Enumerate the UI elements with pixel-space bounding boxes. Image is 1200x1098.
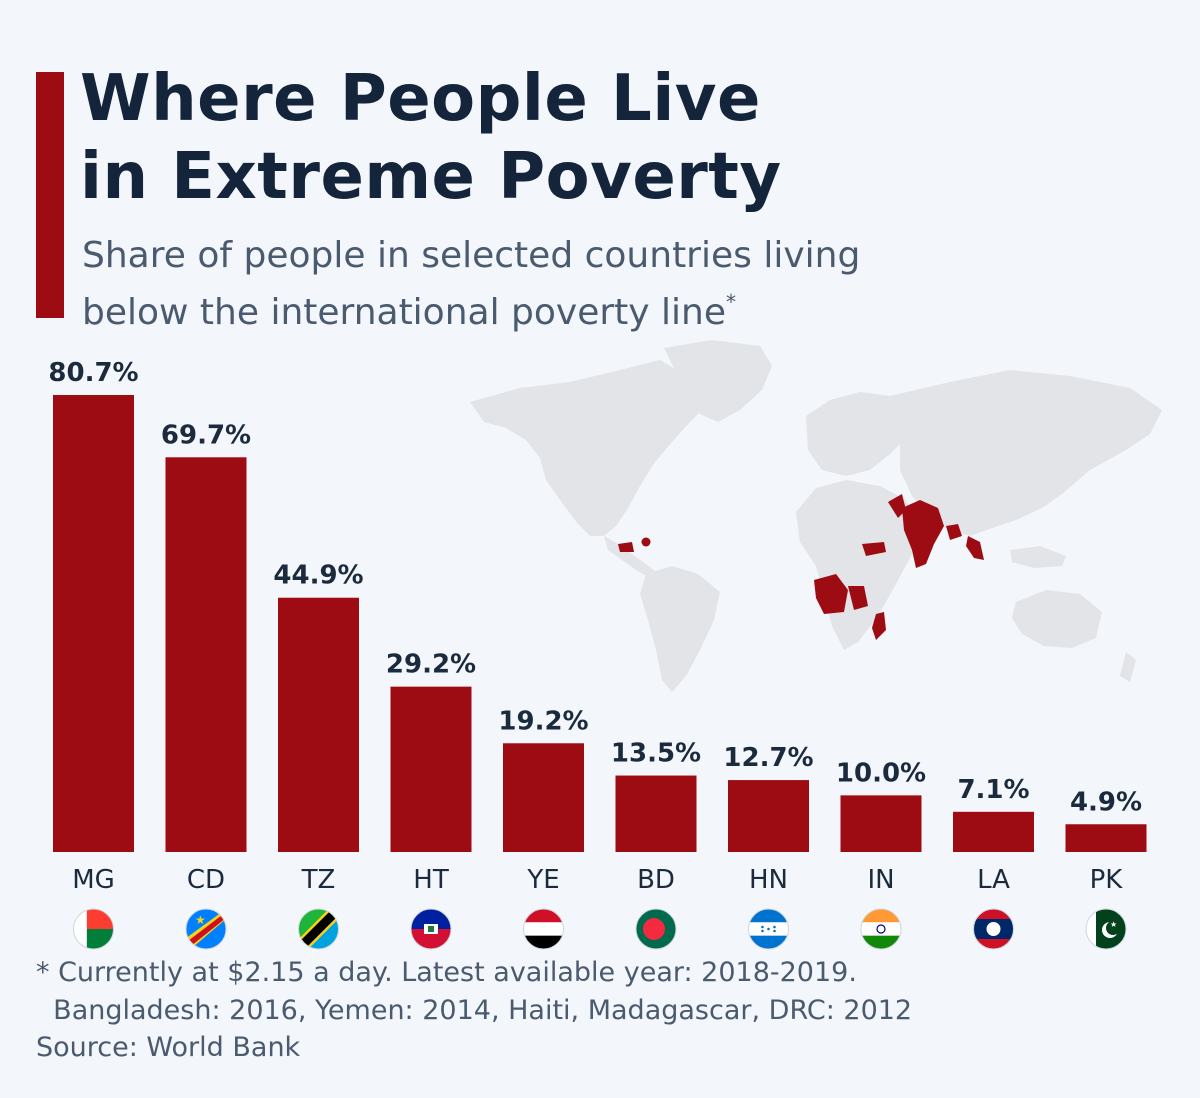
bangladesh-flag-icon — [635, 908, 677, 950]
value-label-hn: 12.7% — [723, 743, 813, 773]
category-label-bd: BD — [637, 865, 675, 895]
world-map-icon — [470, 340, 1162, 692]
madagascar-flag-icon — [73, 908, 114, 950]
haiti-flag-icon — [410, 908, 452, 950]
category-label-ht: HT — [413, 865, 449, 895]
value-label-ht: 29.2% — [386, 650, 476, 680]
category-label-la: LA — [977, 865, 1010, 895]
pakistan-flag-icon: ★ — [1085, 908, 1127, 950]
title-accent-bar — [36, 72, 64, 318]
value-label-pk: 4.9% — [1070, 787, 1142, 817]
world-map-land — [470, 340, 1162, 692]
source-note: Source: World Bank — [36, 1032, 301, 1063]
value-label-ye: 19.2% — [498, 706, 588, 736]
category-label-in: IN — [867, 865, 894, 895]
value-label-cd: 69.7% — [161, 420, 251, 450]
chart-subtitle: Share of people in selected countries li… — [82, 232, 860, 337]
bar-la — [953, 811, 1034, 852]
category-label-tz: TZ — [301, 865, 336, 895]
subtitle-line-2: below the international poverty line — [82, 292, 726, 333]
bar-chart: 80.7% 69.7% 44.9% 29.2% 19.2% 13.5% 12.7% 10.0%… — [48, 358, 1147, 950]
value-label-mg: 80.7% — [48, 358, 138, 388]
category-labels-layer: MG CD TZ HT YE BD HN IN LA PK — [72, 865, 1123, 895]
chart-title: Where People Live in Extreme Poverty — [80, 60, 782, 216]
bars-layer — [53, 395, 1147, 852]
value-label-la: 7.1% — [957, 775, 1029, 805]
title-line-1: Where People Live — [80, 62, 761, 136]
honduras-flag-icon — [748, 908, 789, 950]
bar-cd — [165, 457, 247, 852]
category-label-ye: YE — [526, 865, 559, 895]
bar-hn — [728, 780, 809, 852]
title-line-2: in Extreme Poverty — [80, 140, 782, 214]
value-labels-layer: 80.7% 69.7% 44.9% 29.2% 19.2% 13.5% 12.7% 10.0%… — [48, 358, 1142, 817]
bar-pk — [1065, 824, 1147, 852]
category-label-pk: PK — [1090, 865, 1124, 895]
laos-flag-icon — [973, 908, 1014, 950]
bar-mg — [53, 395, 134, 852]
tanzania-flag-icon — [298, 908, 339, 950]
highlighted-countries — [618, 494, 984, 640]
bar-ye — [503, 743, 584, 852]
dr-congo-flag-icon: ★ — [185, 908, 227, 950]
india-flag-icon — [860, 908, 902, 950]
flags-layer: ★ ★ — [73, 908, 1127, 950]
footnote: * Currently at $2.15 a day. Latest avail… — [36, 954, 912, 1030]
subtitle-footnote-mark: * — [726, 290, 736, 314]
value-label-tz: 44.9% — [273, 561, 363, 591]
yemen-flag-icon — [523, 908, 564, 950]
bar-bd — [615, 775, 697, 852]
value-label-in: 10.0% — [836, 758, 926, 788]
footnote-line-2: Bangladesh: 2016, Yemen: 2014, Haiti, Ma… — [36, 995, 913, 1026]
category-label-cd: CD — [187, 865, 225, 895]
svg-text:★: ★ — [195, 913, 206, 927]
svg-text:★: ★ — [1110, 920, 1117, 929]
bar-tz — [278, 597, 359, 852]
bar-in — [840, 795, 922, 852]
category-label-mg: MG — [72, 865, 115, 895]
subtitle-line-1: Share of people in selected countries li… — [82, 235, 861, 276]
bar-ht — [390, 686, 472, 852]
footnote-line-1: * Currently at $2.15 a day. Latest avail… — [36, 957, 857, 988]
category-label-hn: HN — [749, 865, 788, 895]
value-label-bd: 13.5% — [611, 739, 701, 769]
